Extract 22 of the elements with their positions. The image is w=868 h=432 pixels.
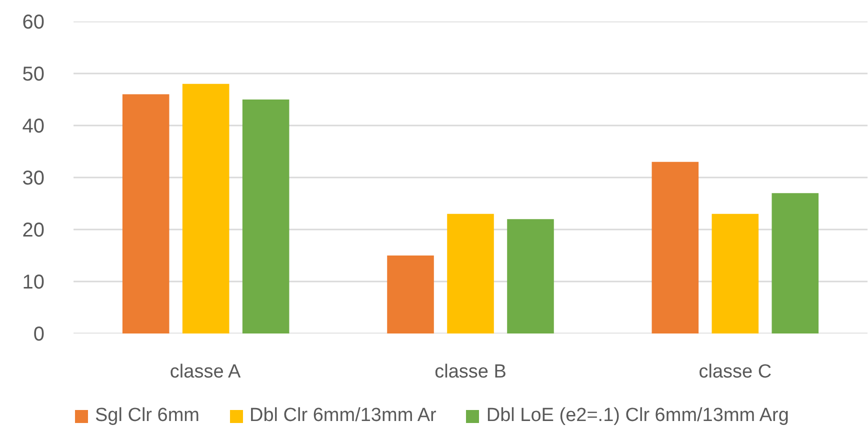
legend-label: Dbl LoE (e2=.1) Clr 6mm/13mm Arg [486,404,789,428]
bar [772,193,819,334]
y-tick-label: 50 [22,64,45,86]
bar [387,256,434,334]
x-tick-label: classe B [434,362,506,382]
legend-label: Sgl Clr 6mm [95,404,200,428]
y-tick-label: 40 [22,116,45,138]
bar [122,94,170,334]
bar [447,214,494,334]
y-tick-label: 20 [22,220,45,242]
legend-label: Dbl Clr 6mm/13mm Ar [250,404,436,428]
y-tick-label: 0 [33,324,44,346]
y-tick-label: 60 [22,12,45,34]
bar [507,219,554,334]
x-tick-label: classe C [698,362,772,382]
y-tick-label: 10 [22,272,45,294]
y-tick-label: 30 [22,168,45,190]
bar [652,162,699,334]
x-tick-label: classe A [170,362,242,382]
bar [182,84,230,334]
bar [712,214,759,334]
bar [242,100,290,334]
